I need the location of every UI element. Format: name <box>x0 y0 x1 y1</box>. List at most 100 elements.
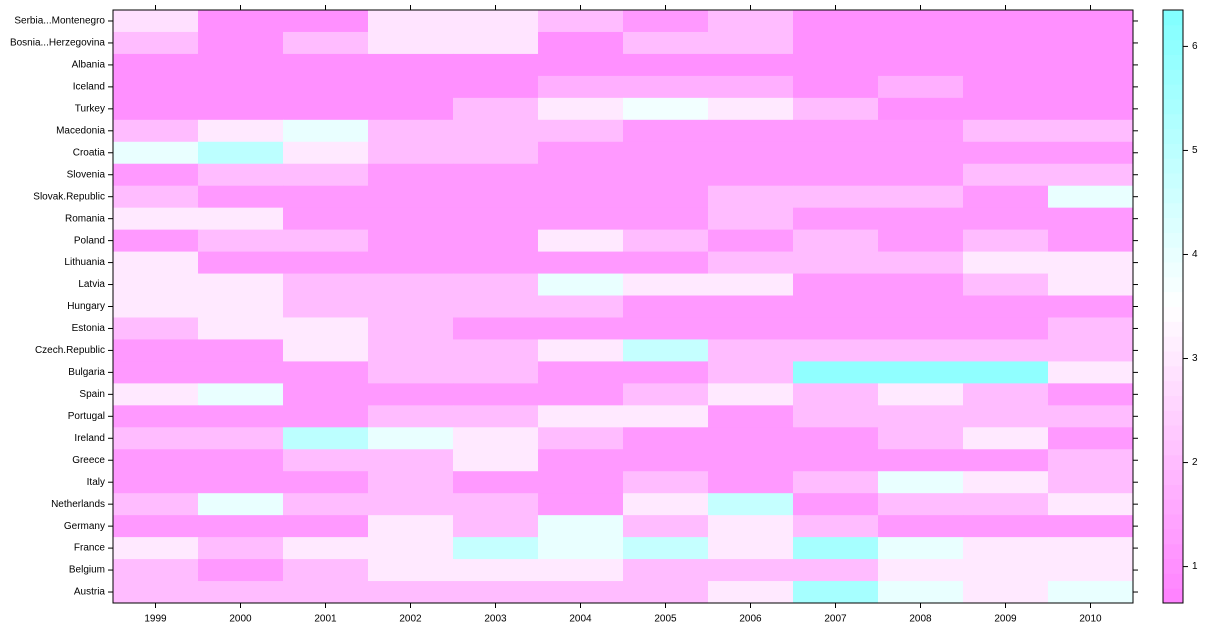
heat-cell <box>878 471 964 494</box>
heat-cell <box>453 185 539 209</box>
heat-cell <box>708 339 794 362</box>
heat-cell <box>368 229 454 253</box>
heat-cell <box>198 449 284 472</box>
heat-cell <box>623 493 709 516</box>
heat-cell <box>623 537 709 560</box>
heat-cell <box>198 163 284 187</box>
heat-cell <box>793 75 879 99</box>
heat-cell <box>878 97 964 121</box>
colorbar-band <box>1163 113 1183 130</box>
heat-cell <box>623 471 709 494</box>
heat-cell <box>368 53 454 77</box>
heat-cell <box>198 141 284 165</box>
heat-cell <box>368 163 454 187</box>
y-tick-label: Austria <box>74 587 106 598</box>
heat-cell <box>113 10 199 33</box>
heat-cell <box>1048 427 1134 450</box>
heat-cell <box>963 537 1049 560</box>
heat-cell <box>878 119 964 143</box>
heat-cell <box>963 185 1049 209</box>
heat-cell <box>283 97 369 121</box>
heat-cell <box>538 97 624 121</box>
heat-cell <box>453 163 539 187</box>
colorbar-band <box>1163 528 1183 545</box>
heat-cell <box>623 317 709 340</box>
heat-cell <box>368 251 454 275</box>
colorbar-tick-label: 2 <box>1192 457 1198 468</box>
heat-cell <box>793 361 879 384</box>
heat-cell <box>113 207 199 231</box>
heat-cell <box>283 119 369 143</box>
colorbar-band <box>1163 306 1183 322</box>
heat-cell <box>453 207 539 231</box>
colorbar-band <box>1163 232 1183 248</box>
heat-cell <box>538 471 624 494</box>
colorbar-tick-label: 3 <box>1192 353 1198 364</box>
heat-cell <box>878 75 964 99</box>
colorbar-band <box>1163 454 1183 471</box>
heat-cell <box>453 405 539 428</box>
heat-cell <box>963 383 1049 406</box>
y-tick-label: Slovak.Republic <box>33 191 105 202</box>
heat-cell <box>963 295 1049 318</box>
colorbar-band <box>1163 410 1183 426</box>
heat-cell <box>368 273 454 297</box>
heat-cell <box>878 185 964 209</box>
heat-cell <box>283 207 369 231</box>
heat-cell <box>878 31 964 55</box>
heat-cell <box>623 141 709 165</box>
heat-cell <box>708 361 794 384</box>
heat-cell <box>793 449 879 472</box>
heat-cell <box>1048 163 1134 187</box>
heat-cell <box>453 53 539 77</box>
x-tick-label: 2009 <box>994 614 1017 625</box>
heat-cell <box>1048 229 1134 253</box>
heat-cell <box>623 559 709 582</box>
heat-cell <box>538 229 624 253</box>
heat-cell <box>538 185 624 209</box>
colorbar-band <box>1163 558 1183 574</box>
heat-cell <box>793 185 879 209</box>
heat-cell <box>368 207 454 231</box>
colorbar-band <box>1163 158 1183 174</box>
heat-cell <box>538 427 624 450</box>
heat-cell <box>708 163 794 187</box>
x-tick-label: 2010 <box>1079 614 1102 625</box>
heat-cell <box>368 75 454 99</box>
x-tick-label: 2005 <box>654 614 677 625</box>
heat-cell <box>453 97 539 121</box>
heat-cell <box>113 339 199 362</box>
heat-cell <box>963 10 1049 33</box>
heat-cell <box>708 383 794 406</box>
heat-cell <box>1048 75 1134 99</box>
heat-cell <box>283 53 369 77</box>
heat-cell <box>878 251 964 275</box>
heat-cell <box>538 493 624 516</box>
heat-cell <box>1048 53 1134 77</box>
x-tick-label: 2008 <box>909 614 932 625</box>
heat-cell <box>538 141 624 165</box>
heat-cell <box>963 163 1049 187</box>
heat-cell <box>113 581 199 604</box>
heat-cell <box>453 31 539 55</box>
heat-cell <box>368 449 454 472</box>
colorbar-band <box>1163 39 1183 55</box>
heat-cell <box>793 339 879 362</box>
y-tick-label: Netherlands <box>51 499 105 510</box>
heat-cell <box>113 163 199 187</box>
colorbar-tick-label: 1 <box>1192 561 1198 572</box>
heat-cell <box>1048 317 1134 340</box>
y-tick-label: Hungary <box>67 301 105 312</box>
heat-cell <box>1048 10 1134 33</box>
heat-cell <box>538 75 624 99</box>
heat-cell <box>453 339 539 362</box>
heat-cell <box>283 163 369 187</box>
heat-cell <box>198 339 284 362</box>
heat-cell <box>963 339 1049 362</box>
heat-cell <box>113 53 199 77</box>
colorbar-band <box>1163 514 1183 530</box>
heat-cell <box>198 427 284 450</box>
heat-cell <box>283 537 369 560</box>
heat-cell <box>1048 383 1134 406</box>
